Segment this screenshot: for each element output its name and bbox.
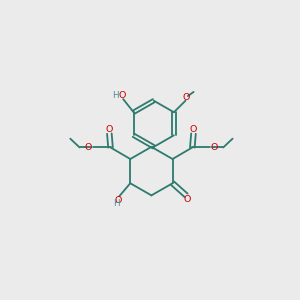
Text: O: O xyxy=(115,196,122,205)
Text: O: O xyxy=(85,143,92,152)
Text: H: H xyxy=(113,199,120,208)
Text: O: O xyxy=(211,143,218,152)
Text: O: O xyxy=(119,91,126,100)
Text: O: O xyxy=(190,125,197,134)
Text: H: H xyxy=(112,91,119,100)
Text: O: O xyxy=(183,195,191,204)
Text: O: O xyxy=(183,93,190,102)
Text: O: O xyxy=(106,125,113,134)
